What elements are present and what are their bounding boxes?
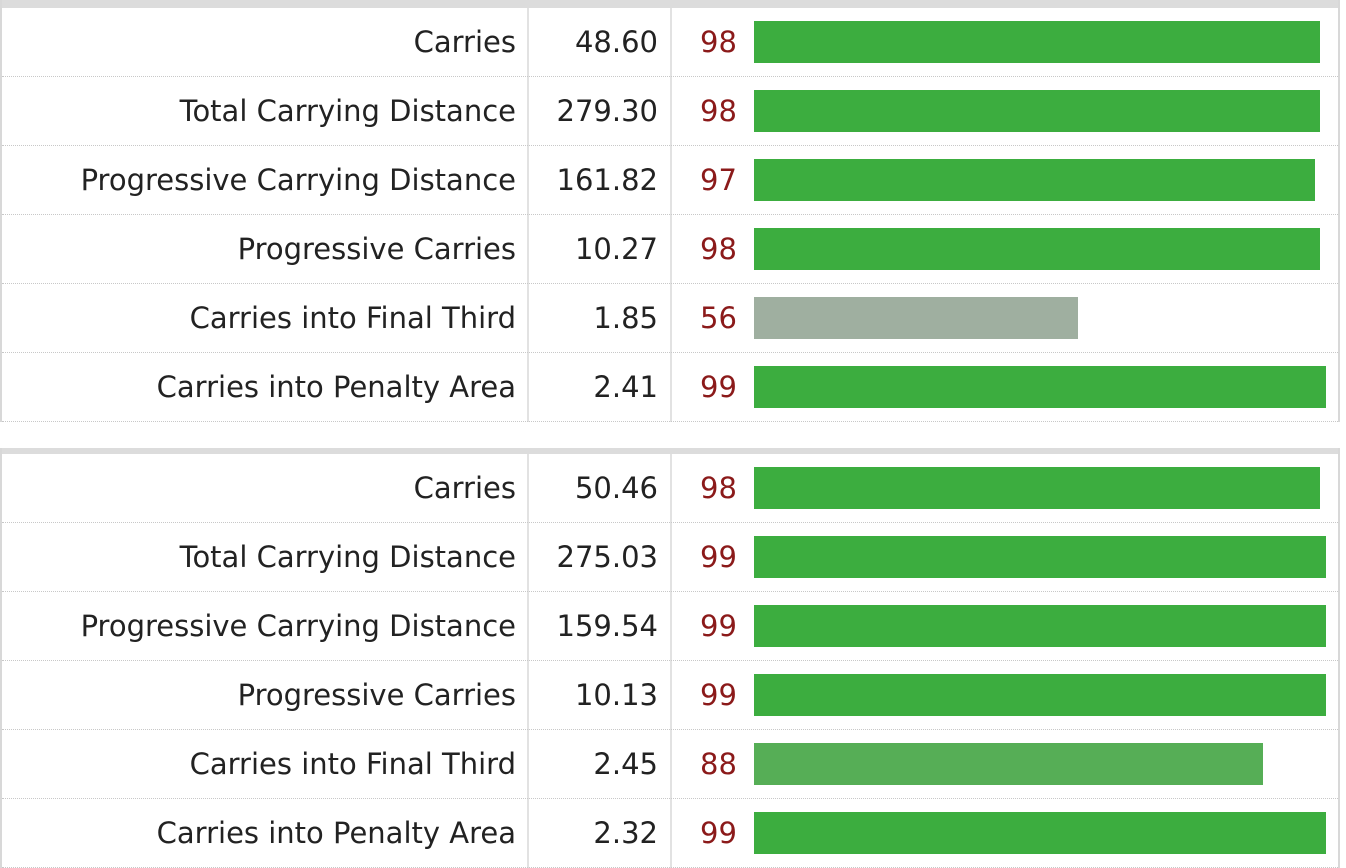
percentile: 99 bbox=[700, 816, 737, 850]
stat-row: Carries 48.60 98 bbox=[2, 8, 1338, 77]
stat-value: 2.45 bbox=[593, 747, 658, 781]
percentile: 99 bbox=[700, 540, 737, 574]
percentile: 99 bbox=[700, 678, 737, 712]
percentile: 98 bbox=[700, 232, 737, 266]
stat-value: 159.54 bbox=[556, 609, 658, 643]
stat-label: Total Carrying Distance bbox=[179, 540, 516, 574]
column-divider bbox=[527, 454, 529, 868]
stat-value: 275.03 bbox=[556, 540, 658, 574]
percentile-bar bbox=[754, 812, 1327, 854]
stat-value: 279.30 bbox=[556, 94, 658, 128]
percentile-bar bbox=[754, 366, 1327, 408]
stat-value: 161.82 bbox=[556, 163, 658, 197]
table-top-border bbox=[2, 448, 1338, 454]
stat-value: 1.85 bbox=[593, 301, 658, 335]
stat-row: Carries into Final Third 1.85 56 bbox=[2, 284, 1338, 353]
stat-value: 10.13 bbox=[574, 678, 658, 712]
percentile: 98 bbox=[700, 94, 737, 128]
stat-row: Progressive Carries 10.13 99 bbox=[2, 661, 1338, 730]
percentile: 99 bbox=[700, 370, 737, 404]
percentile: 98 bbox=[700, 471, 737, 505]
stat-label: Progressive Carries bbox=[237, 678, 516, 712]
stat-row: Carries 50.46 98 bbox=[2, 454, 1338, 523]
stat-label: Progressive Carries bbox=[237, 232, 516, 266]
stat-label: Carries bbox=[413, 25, 516, 59]
percentile-bar bbox=[754, 90, 1321, 132]
stat-value: 2.41 bbox=[593, 370, 658, 404]
percentile-bar bbox=[754, 297, 1078, 339]
stat-label: Total Carrying Distance bbox=[179, 94, 516, 128]
stat-row: Progressive Carries 10.27 98 bbox=[2, 215, 1338, 284]
column-divider bbox=[527, 8, 529, 422]
stat-row: Total Carrying Distance 279.30 98 bbox=[2, 77, 1338, 146]
percentile-bar bbox=[754, 467, 1321, 509]
stat-row: Carries into Penalty Area 2.32 99 bbox=[2, 799, 1338, 868]
stat-label: Carries into Final Third bbox=[189, 301, 516, 335]
stat-row: Progressive Carrying Distance 161.82 97 bbox=[2, 146, 1338, 215]
stat-value: 2.32 bbox=[593, 816, 658, 850]
stats-table: Carries 48.60 98 Total Carrying Distance 279… bbox=[0, 0, 1340, 422]
percentile-bar bbox=[754, 674, 1327, 716]
percentile: 97 bbox=[700, 163, 737, 197]
percentile: 56 bbox=[700, 301, 737, 335]
percentile: 88 bbox=[700, 747, 737, 781]
stat-row: Total Carrying Distance 275.03 99 bbox=[2, 523, 1338, 592]
column-divider bbox=[670, 454, 672, 868]
percentile-bar bbox=[754, 159, 1315, 201]
table-top-border bbox=[2, 0, 1338, 8]
stat-value: 50.46 bbox=[574, 471, 658, 505]
percentile-bar bbox=[754, 605, 1327, 647]
stats-table: Carries 50.46 98 Total Carrying Distance 275… bbox=[0, 448, 1340, 868]
stat-row: Carries into Penalty Area 2.41 99 bbox=[2, 353, 1338, 422]
stat-label: Carries into Penalty Area bbox=[156, 816, 516, 850]
column-divider bbox=[670, 8, 672, 422]
stat-value: 10.27 bbox=[574, 232, 658, 266]
percentile: 98 bbox=[700, 25, 737, 59]
percentile: 99 bbox=[700, 609, 737, 643]
stat-label: Carries bbox=[413, 471, 516, 505]
stat-row: Progressive Carrying Distance 159.54 99 bbox=[2, 592, 1338, 661]
stat-label: Carries into Final Third bbox=[189, 747, 516, 781]
percentile-bar bbox=[754, 228, 1321, 270]
stat-label: Progressive Carrying Distance bbox=[80, 163, 516, 197]
percentile-bar bbox=[754, 743, 1263, 785]
percentile-bar bbox=[754, 21, 1321, 63]
percentile-bar bbox=[754, 536, 1327, 578]
stat-row: Carries into Final Third 2.45 88 bbox=[2, 730, 1338, 799]
stat-label: Carries into Penalty Area bbox=[156, 370, 516, 404]
stat-value: 48.60 bbox=[574, 25, 658, 59]
stat-label: Progressive Carrying Distance bbox=[80, 609, 516, 643]
